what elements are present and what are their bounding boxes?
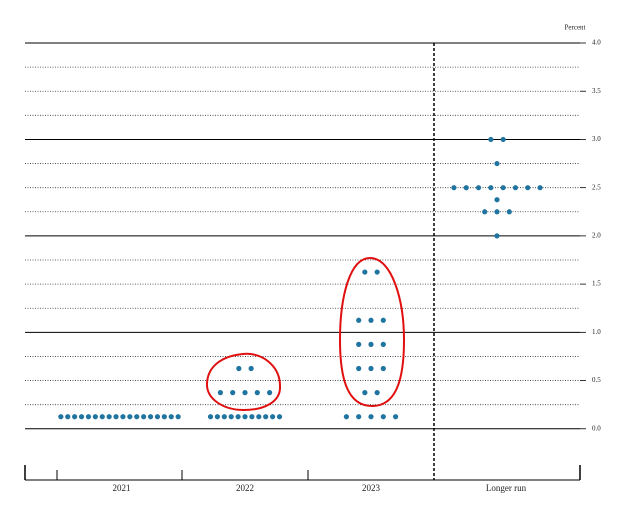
dot: [494, 209, 500, 215]
dot: [368, 341, 374, 347]
dot: [214, 414, 220, 420]
dot: [356, 317, 362, 323]
dot: [374, 390, 380, 396]
dot: [113, 414, 119, 420]
dot: [235, 414, 241, 420]
y-tick-label: 1.0: [592, 328, 601, 336]
dot: [254, 390, 260, 396]
dot: [249, 414, 255, 420]
dot: [525, 185, 531, 191]
dot: [488, 136, 494, 143]
y-tick-label: 2.5: [592, 183, 601, 191]
dot: [276, 414, 283, 420]
dot: [127, 414, 133, 420]
dot: [207, 414, 214, 420]
dot: [263, 414, 269, 420]
dot: [362, 269, 368, 275]
dot: [72, 414, 78, 420]
dot: [267, 390, 273, 396]
dot: [380, 365, 386, 372]
x-tick-label: 2023: [362, 483, 381, 493]
dot: [270, 414, 276, 420]
dot: [343, 414, 349, 420]
dot: [362, 390, 368, 396]
dot: [500, 136, 506, 143]
dot: [228, 414, 234, 420]
dot: [506, 209, 512, 215]
x-tick-label: 2021: [113, 483, 131, 493]
y-tick-label: 2.0: [592, 231, 601, 239]
y-tick-label: 0.0: [592, 424, 601, 432]
dot: [380, 317, 386, 323]
y-axis-label: Percent: [565, 24, 586, 32]
dot: [242, 390, 248, 396]
dot: [78, 414, 85, 420]
dot: [356, 365, 362, 372]
dot: [120, 414, 126, 420]
dot: [92, 414, 98, 420]
dot: [451, 185, 457, 191]
dot: [537, 185, 543, 191]
dot: [248, 365, 254, 372]
dot: [141, 414, 147, 420]
dot: [230, 390, 236, 396]
dot: [500, 185, 506, 191]
x-tick-label: 2022: [236, 483, 254, 493]
dot: [161, 414, 167, 420]
plot: 0.0 0.5 1.0 1.5 2.0 2.5 3.0 3.5 4.0 2021 2022 2023 L…: [25, 39, 601, 493]
dot: [356, 341, 362, 347]
y-tick-label: 4.0: [592, 39, 601, 47]
dot: [368, 414, 374, 420]
dot: [221, 414, 227, 420]
dot: [175, 414, 181, 420]
dot: [106, 414, 112, 420]
dot: [494, 197, 500, 203]
y-tick-label: 1.5: [592, 280, 601, 288]
annotation-circle: [205, 352, 282, 412]
dot: [512, 185, 519, 191]
y-tick-label: 3.5: [592, 87, 601, 95]
dot: [65, 414, 71, 420]
dot: [368, 317, 374, 323]
dot: [168, 414, 174, 420]
dot: [236, 365, 242, 372]
dot: [380, 414, 386, 420]
dot: [374, 269, 380, 275]
dot: [242, 414, 248, 420]
dot: [475, 185, 482, 191]
dot: [482, 209, 488, 215]
dot: [85, 414, 92, 420]
dot: [147, 414, 154, 420]
dot: [58, 414, 64, 420]
y-tick-label: 0.5: [592, 376, 601, 384]
dot: [356, 414, 362, 420]
dot: [393, 414, 399, 420]
dot: [463, 185, 469, 191]
dot: [494, 160, 500, 167]
dot: [488, 185, 494, 191]
dot: [368, 365, 374, 372]
dot: [494, 233, 500, 239]
x-tick-label: Longer run: [486, 483, 527, 493]
dot: [256, 414, 262, 420]
dot: [217, 390, 223, 396]
dot: [154, 414, 161, 420]
dot: [134, 414, 140, 420]
dot: [380, 341, 386, 347]
y-tick-label: 3.0: [592, 135, 601, 143]
dot: [99, 414, 105, 420]
annotation-circle: [338, 256, 406, 408]
